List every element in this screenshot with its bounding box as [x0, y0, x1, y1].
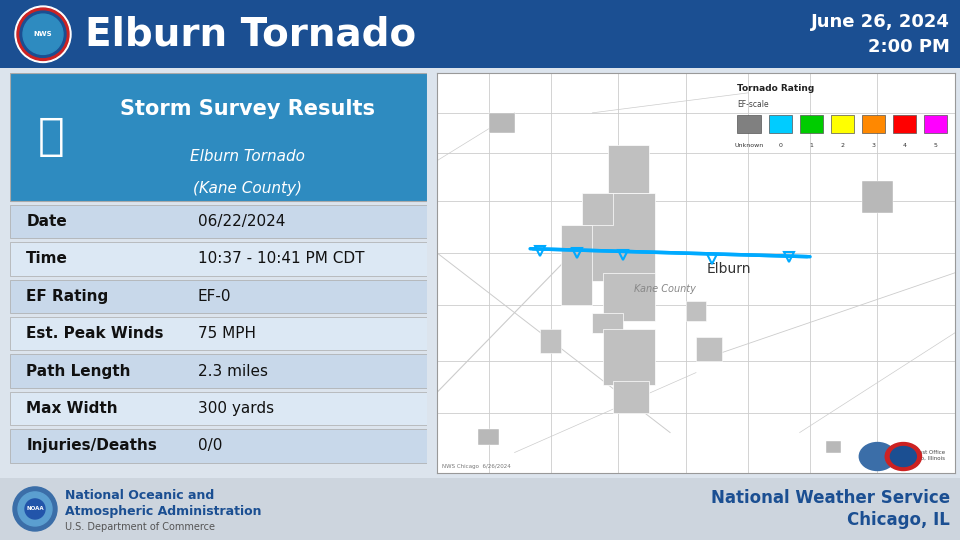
- Text: Storm Survey Results: Storm Survey Results: [120, 99, 375, 119]
- Text: EF Rating: EF Rating: [26, 289, 108, 303]
- Bar: [893, 115, 917, 133]
- Text: 🌪: 🌪: [38, 116, 64, 158]
- Bar: [613, 381, 649, 413]
- Bar: [10, 242, 427, 275]
- Bar: [924, 115, 948, 133]
- Bar: [603, 329, 655, 384]
- Text: 300 yards: 300 yards: [198, 401, 274, 416]
- Text: 2.3 miles: 2.3 miles: [198, 363, 268, 379]
- Text: Time: Time: [26, 251, 68, 266]
- Bar: [582, 193, 655, 281]
- Circle shape: [885, 442, 922, 470]
- Bar: [582, 193, 613, 225]
- Text: 1: 1: [809, 143, 813, 148]
- Bar: [10, 354, 427, 388]
- Bar: [830, 115, 854, 133]
- Bar: [737, 115, 761, 133]
- Text: (Kane County): (Kane County): [193, 181, 302, 196]
- Bar: [800, 115, 823, 133]
- Text: 3: 3: [872, 143, 876, 148]
- Bar: [862, 181, 893, 213]
- Bar: [862, 115, 885, 133]
- Bar: [540, 329, 562, 353]
- Bar: [10, 392, 427, 425]
- Circle shape: [23, 14, 63, 55]
- Text: 75 MPH: 75 MPH: [198, 326, 255, 341]
- Circle shape: [891, 447, 917, 467]
- Circle shape: [15, 6, 71, 63]
- Text: Unknown: Unknown: [734, 143, 764, 148]
- Bar: [826, 441, 841, 453]
- Text: Atmospheric Administration: Atmospheric Administration: [65, 505, 261, 518]
- Bar: [592, 313, 623, 333]
- Bar: [10, 73, 427, 201]
- Text: Elburn: Elburn: [707, 262, 751, 276]
- Bar: [10, 317, 427, 350]
- Text: 4: 4: [902, 143, 906, 148]
- Bar: [696, 336, 722, 361]
- Circle shape: [17, 8, 69, 60]
- Text: Tornado Rating: Tornado Rating: [737, 84, 815, 93]
- Text: Kane County: Kane County: [634, 284, 696, 294]
- Text: Elburn Tornado: Elburn Tornado: [85, 15, 416, 53]
- Bar: [10, 205, 427, 238]
- Text: 2:00 PM: 2:00 PM: [868, 38, 950, 56]
- Text: NWS: NWS: [34, 31, 52, 37]
- Text: Elburn Tornado: Elburn Tornado: [190, 150, 305, 164]
- Bar: [10, 280, 427, 313]
- Text: Max Width: Max Width: [26, 401, 118, 416]
- Text: National Oceanic and: National Oceanic and: [65, 489, 214, 502]
- Text: 0: 0: [779, 143, 782, 148]
- Text: Date: Date: [26, 214, 67, 229]
- Text: EF-0: EF-0: [198, 289, 231, 303]
- Text: 10:37 - 10:41 PM CDT: 10:37 - 10:41 PM CDT: [198, 251, 364, 266]
- Circle shape: [18, 492, 52, 526]
- Text: 2: 2: [840, 143, 845, 148]
- Text: National Weather Service: National Weather Service: [710, 489, 950, 507]
- Text: Path Length: Path Length: [26, 363, 131, 379]
- Text: 0/0: 0/0: [198, 438, 222, 453]
- Text: NWS Chicago  6/26/2024: NWS Chicago 6/26/2024: [442, 463, 511, 469]
- Bar: [603, 273, 655, 321]
- Circle shape: [859, 442, 896, 470]
- Text: Est. Peak Winds: Est. Peak Winds: [26, 326, 164, 341]
- Text: U.S. Department of Commerce: U.S. Department of Commerce: [65, 522, 215, 532]
- Bar: [10, 429, 427, 462]
- Bar: [478, 429, 499, 444]
- Text: June 26, 2024: June 26, 2024: [811, 13, 950, 31]
- Bar: [769, 115, 792, 133]
- Text: Weather Forecast Office
Chicago, Illinois: Weather Forecast Office Chicago, Illinoi…: [878, 450, 945, 461]
- Bar: [489, 113, 515, 133]
- Text: Chicago, IL: Chicago, IL: [847, 511, 950, 529]
- Text: 5: 5: [934, 143, 938, 148]
- Text: 06/22/2024: 06/22/2024: [198, 214, 285, 229]
- Circle shape: [13, 487, 57, 531]
- Text: EF-scale: EF-scale: [737, 100, 769, 110]
- Circle shape: [20, 11, 66, 57]
- Text: Injuries/Deaths: Injuries/Deaths: [26, 438, 157, 453]
- Bar: [685, 301, 707, 321]
- Text: NOAA: NOAA: [26, 507, 44, 511]
- Bar: [608, 145, 649, 193]
- Circle shape: [25, 499, 45, 519]
- Bar: [562, 225, 592, 305]
